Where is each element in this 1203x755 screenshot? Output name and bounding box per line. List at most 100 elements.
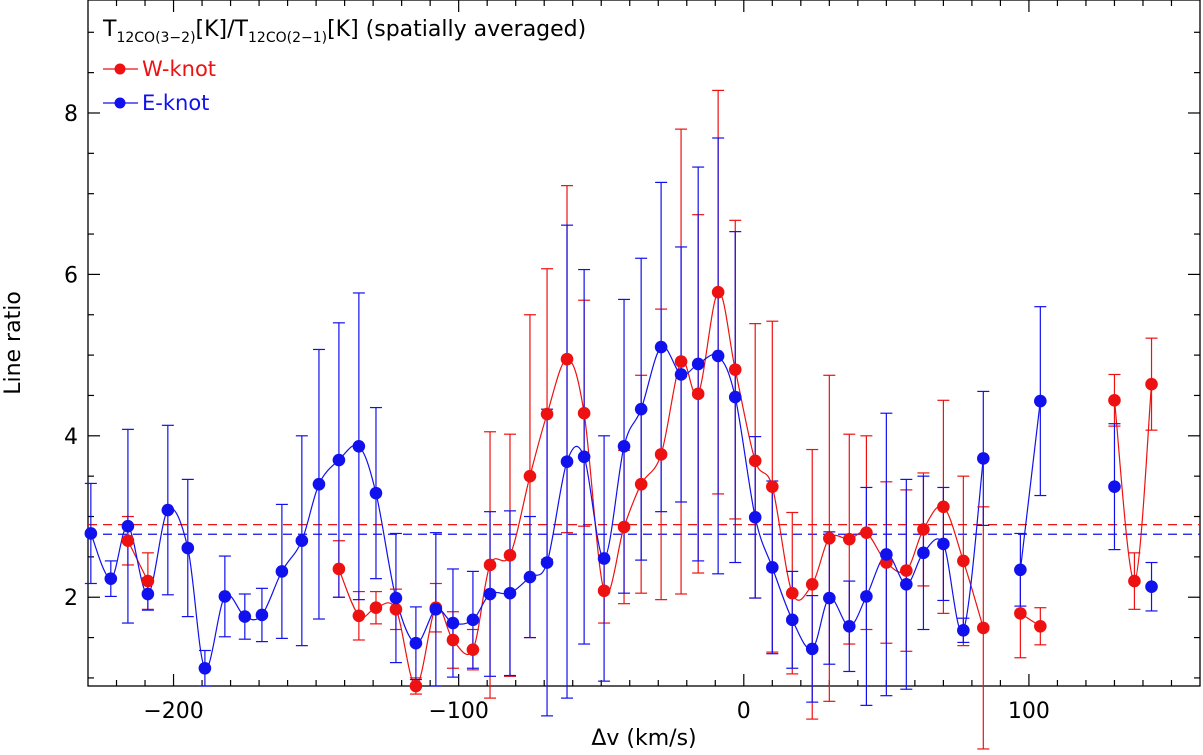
y-tick-label: 6	[64, 263, 78, 288]
e-knot-data-point	[295, 534, 309, 548]
w-knot-curve-segment	[1113, 384, 1153, 582]
e-knot-data-point	[429, 603, 443, 616]
e-knot-data-point	[503, 586, 517, 600]
e-knot-data-point	[104, 572, 118, 585]
e-knot-data-point	[805, 642, 819, 656]
w-knot-data-point	[1034, 619, 1047, 633]
e-knot-data-point	[312, 477, 326, 491]
e-knot-data-point	[785, 613, 799, 627]
w-knot-data-point	[823, 532, 836, 545]
w-knot-data-point	[597, 584, 611, 598]
e-knot-data-point	[860, 590, 873, 603]
x-axis-label: Δv (km/s)	[591, 726, 696, 750]
series-curves	[90, 291, 1153, 687]
e-knot-data-point	[917, 546, 930, 560]
x-tick-label: −100	[428, 699, 488, 724]
e-knot-data-point	[1014, 563, 1027, 577]
e-knot-data-point	[617, 440, 631, 453]
y-axis-label: Line ratio	[1, 291, 26, 395]
e-knot-data-point	[654, 340, 668, 354]
e-knot-data-point	[842, 619, 856, 633]
w-knot-data-point	[805, 578, 819, 591]
e-knot-data-point	[823, 591, 836, 605]
w-knot-data-point	[728, 363, 742, 376]
w-knot-data-point	[332, 562, 346, 576]
w-knot-data-point	[1145, 377, 1158, 391]
e-knot-data-point	[728, 390, 742, 404]
e-knot-data-point	[409, 636, 423, 650]
w-knot-data-point	[617, 520, 631, 534]
w-knot-data-point	[785, 586, 799, 600]
y-tick-label: 8	[64, 102, 78, 127]
w-knot-data-point	[540, 407, 554, 421]
e-knot-data-point	[483, 587, 497, 601]
w-knot-data-point	[748, 454, 762, 468]
e-knot-data-point	[181, 541, 195, 555]
w-knot-data-point	[389, 603, 403, 616]
e-knot-data-point	[597, 552, 611, 565]
title-unit1: [K]/	[196, 17, 236, 42]
tick-marks	[88, 0, 1200, 686]
e-knot-data-point	[540, 556, 554, 569]
data-points	[84, 285, 1158, 693]
e-knot-data-point	[161, 503, 175, 517]
legend-w-knot-marker	[114, 63, 126, 75]
plot-frame	[87, 0, 1201, 687]
w-knot-data-point	[957, 554, 970, 568]
e-knot-data-point	[352, 440, 366, 453]
mean-lines	[88, 523, 1200, 535]
w-knot-data-point	[1014, 607, 1027, 620]
w-knot-data-point	[446, 633, 460, 647]
e-knot-data-point	[446, 616, 460, 630]
w-knot-data-point	[560, 352, 574, 366]
w-knot-data-point	[577, 406, 591, 420]
e-knot-data-point	[674, 368, 688, 381]
w-knot-data-point	[634, 477, 648, 491]
e-knot-curve-segment	[1019, 401, 1041, 570]
w-knot-data-point	[977, 621, 990, 635]
w-knot-data-point	[691, 387, 705, 401]
e-knot-data-point	[238, 610, 252, 623]
e-knot-data-point	[880, 548, 893, 561]
e-knot-data-point	[937, 537, 950, 551]
w-knot-data-point	[711, 285, 725, 299]
title-sub2: 12CO(2−1)	[248, 30, 327, 46]
w-knot-data-point	[466, 643, 480, 656]
e-knot-data-point	[634, 402, 648, 416]
w-knot-data-point	[900, 564, 913, 577]
legend-w-knot-label: W-knot	[142, 57, 216, 81]
w-knot-data-point	[674, 355, 688, 368]
e-knot-data-point	[84, 527, 98, 540]
w-knot-data-point	[141, 574, 155, 588]
w-knot-data-point	[503, 548, 517, 562]
title-sub1: 12CO(3−2)	[116, 30, 195, 46]
legend-e-knot-marker	[114, 97, 126, 109]
e-knot-data-point	[389, 591, 403, 605]
w-knot-data-point	[369, 601, 383, 615]
e-knot-data-point	[1108, 480, 1121, 493]
w-knot-data-point	[860, 526, 873, 539]
e-knot-data-point	[577, 450, 591, 464]
w-knot-data-point	[766, 480, 779, 493]
w-knot-data-point	[483, 558, 497, 572]
e-knot-data-point	[523, 570, 537, 584]
tick-labels: −200 −100 0 100 2 4 6 8	[64, 102, 1050, 724]
w-knot-data-point	[1128, 574, 1141, 588]
x-tick-label: −200	[143, 699, 203, 724]
e-knot-data-point	[218, 590, 232, 603]
w-knot-data-point	[917, 523, 930, 536]
legend: W-knot E-knot	[103, 57, 216, 115]
x-tick-label: 100	[1008, 699, 1050, 724]
title-t1: T	[102, 17, 117, 42]
chart-title: T12CO(3−2)[K]/T12CO(2−1)[K] (spatially a…	[102, 17, 586, 46]
e-knot-data-point	[711, 349, 725, 363]
e-knot-data-point	[900, 578, 913, 591]
x-tick-label: 0	[737, 699, 751, 724]
w-knot-data-point	[937, 500, 950, 514]
e-knot-data-point	[198, 661, 212, 675]
w-knot-data-point	[1108, 394, 1121, 407]
e-knot-data-point	[275, 565, 289, 578]
w-knot-data-point	[654, 448, 668, 461]
w-knot-data-point	[121, 534, 135, 548]
